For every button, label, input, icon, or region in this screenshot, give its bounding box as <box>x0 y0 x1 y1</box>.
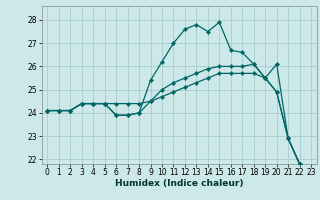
X-axis label: Humidex (Indice chaleur): Humidex (Indice chaleur) <box>115 179 244 188</box>
